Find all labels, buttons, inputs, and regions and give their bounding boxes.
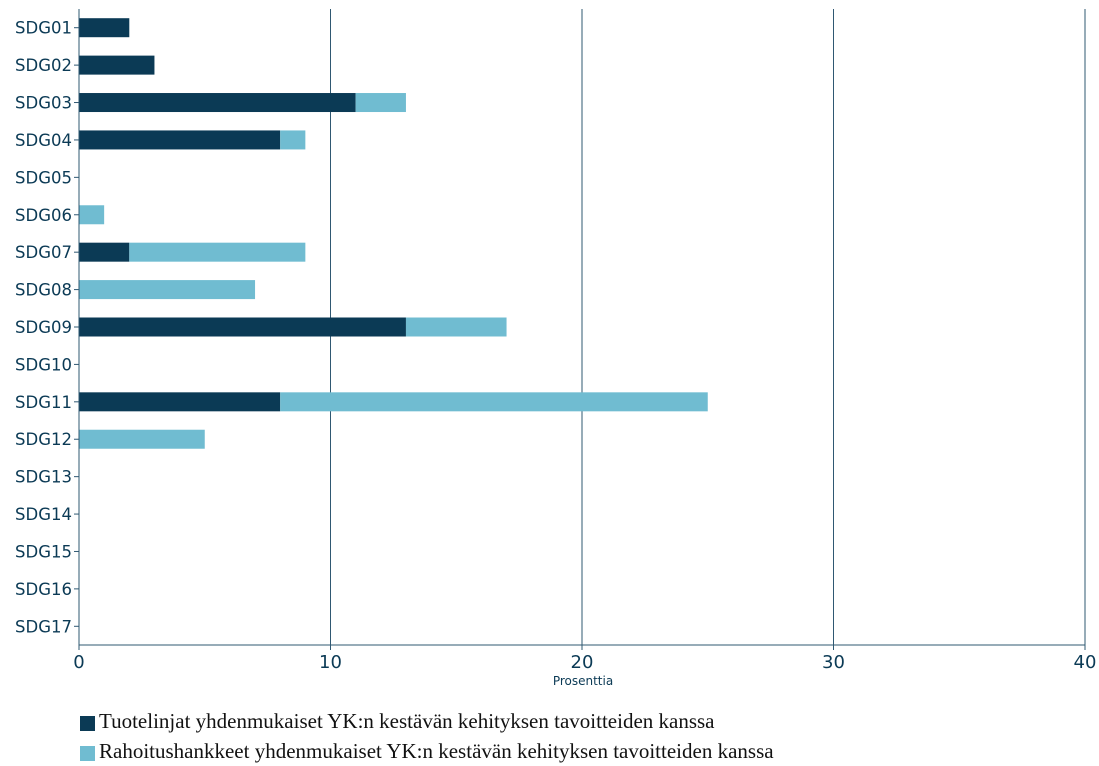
y-tick-label-sdg10: SDG10 xyxy=(15,355,72,374)
bar-sdg08-series-2 xyxy=(79,280,256,300)
y-tick-label-sdg16: SDG16 xyxy=(15,580,72,599)
y-tick-label-sdg15: SDG15 xyxy=(15,542,72,561)
y-tick-label-sdg03: SDG03 xyxy=(15,94,72,113)
x-tick-label-40: 40 xyxy=(1074,652,1097,673)
bar-sdg07-series-2 xyxy=(129,242,306,262)
bar-sdg06-series-2 xyxy=(79,205,105,225)
bar-sdg04-series-2 xyxy=(280,130,306,150)
bar-sdg02-series-1 xyxy=(79,55,155,75)
legend-swatch-tuotelinjat xyxy=(80,715,95,731)
y-tick-label-sdg17: SDG17 xyxy=(15,617,72,636)
legend-swatch-rahoitushankkeet xyxy=(80,745,95,761)
bar-sdg11-series-1 xyxy=(79,392,281,412)
bar-sdg03-series-1 xyxy=(79,93,356,113)
y-tick-label-sdg05: SDG05 xyxy=(15,168,72,187)
bar-sdg04-series-1 xyxy=(79,130,281,150)
x-axis-label: Prosenttia xyxy=(553,674,613,688)
x-tick-label-30: 30 xyxy=(822,652,845,673)
y-tick-label-sdg07: SDG07 xyxy=(15,243,72,262)
bar-sdg09-series-1 xyxy=(79,317,406,337)
y-tick-label-sdg02: SDG02 xyxy=(15,56,72,75)
x-tick-label-0: 0 xyxy=(73,652,84,673)
bar-sdg07-series-1 xyxy=(79,242,130,262)
bar-sdg01-series-1 xyxy=(79,18,130,38)
y-axis: SDG01 SDG02 SDG03 SDG04 SDG05 SDG06 SDG07 SDG08… xyxy=(15,9,80,645)
legend-item-tuotelinjat: Tuotelinjat yhdenmukaiset YK:n kestävän … xyxy=(80,706,774,736)
x-tick-label-20: 20 xyxy=(571,652,594,673)
y-tick-label-sdg09: SDG09 xyxy=(15,318,72,337)
y-tick-label-sdg04: SDG04 xyxy=(15,131,72,150)
legend-label-tuotelinjat: Tuotelinjat yhdenmukaiset YK:n kestävän … xyxy=(99,708,715,733)
bars xyxy=(79,18,708,449)
y-tick-label-sdg12: SDG12 xyxy=(15,430,72,449)
y-tick-label-sdg06: SDG06 xyxy=(15,206,72,225)
x-tick-label-10: 10 xyxy=(319,652,342,673)
y-tick-label-sdg11: SDG11 xyxy=(15,393,72,412)
bar-sdg09-series-2 xyxy=(405,317,507,337)
legend-item-rahoitushankkeet: Rahoitushankkeet yhdenmukaiset YK:n kest… xyxy=(80,736,774,766)
legend: Tuotelinjat yhdenmukaiset YK:n kestävän … xyxy=(80,706,774,766)
bar-sdg12-series-2 xyxy=(79,429,205,449)
y-tick-label-sdg01: SDG01 xyxy=(15,19,72,38)
bar-sdg03-series-2 xyxy=(355,93,406,113)
x-axis: 0 10 20 30 40 xyxy=(73,644,1097,673)
bar-chart: SDG01 SDG02 SDG03 SDG04 SDG05 SDG06 SDG07 SDG08… xyxy=(15,9,1097,688)
y-tick-label-sdg14: SDG14 xyxy=(15,505,72,524)
y-tick-label-sdg13: SDG13 xyxy=(15,468,72,487)
bar-sdg11-series-2 xyxy=(280,392,708,412)
y-tick-label-sdg08: SDG08 xyxy=(15,281,72,300)
legend-label-rahoitushankkeet: Rahoitushankkeet yhdenmukaiset YK:n kest… xyxy=(99,738,774,763)
